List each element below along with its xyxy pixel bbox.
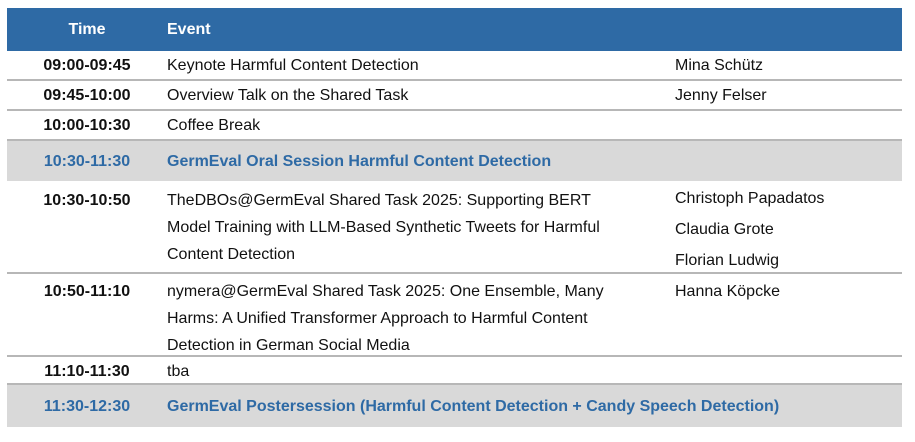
header-event: Event (167, 20, 211, 38)
speaker: Hanna Köpcke (675, 283, 780, 300)
row-event: tba (167, 363, 190, 380)
row-event: nymera@GermEval Shared Task 2025: One En… (167, 274, 675, 355)
row-event: TheDBOs@GermEval Shared Task 2025: Suppo… (167, 183, 675, 272)
table-row: 10:00-10:30 Coffee Break (7, 111, 902, 141)
row-speakers (675, 357, 902, 383)
session-row: 10:30-11:30 GermEval Oral Session Harmfu… (7, 141, 902, 183)
event-line: TheDBOs@GermEval Shared Task 2025: Suppo… (167, 192, 591, 209)
schedule-table: Time Event 09:00-09:45 Keynote Harmful C… (7, 8, 902, 427)
speaker: Christoph Papadatos (675, 190, 825, 207)
header-time: Time (68, 20, 106, 38)
table-row: 11:10-11:30 tba (7, 357, 902, 385)
row-speakers (675, 111, 902, 139)
speaker: Mina Schütz (675, 57, 764, 74)
speaker: Jenny Felser (675, 87, 767, 104)
row-time: 10:00-10:30 (43, 117, 131, 134)
row-event: Coffee Break (167, 117, 261, 134)
event-line: Detection in German Social Media (167, 337, 410, 354)
session-row: 11:30-12:30 GermEval Postersession (Harm… (7, 385, 902, 427)
row-time: 10:30-11:30 (43, 153, 131, 170)
row-event: GermEval Oral Session Harmful Content De… (167, 153, 552, 170)
speaker: Claudia Grote (675, 221, 774, 238)
row-time: 10:30-10:50 (43, 192, 131, 209)
row-speakers: Jenny Felser (675, 81, 902, 109)
row-event: GermEval Postersession (Harmful Content … (167, 398, 780, 415)
table-row: 09:00-09:45 Keynote Harmful Content Dete… (7, 51, 902, 81)
event-line: Content Detection (167, 246, 296, 263)
event-line: Harms: A Unified Transformer Approach to… (167, 310, 588, 327)
table-row: 09:45-10:00 Overview Talk on the Shared … (7, 81, 902, 111)
row-time: 09:00-09:45 (43, 57, 131, 74)
event-line: nymera@GermEval Shared Task 2025: One En… (167, 283, 604, 300)
row-time: 11:10-11:30 (44, 363, 130, 380)
row-speakers: Hanna Köpcke (675, 274, 902, 355)
table-row: 10:50-11:10 nymera@GermEval Shared Task … (7, 274, 902, 357)
table-row: 10:30-10:50 TheDBOs@GermEval Shared Task… (7, 183, 902, 274)
row-time: 10:50-11:10 (43, 283, 131, 300)
row-event: Overview Talk on the Shared Task (167, 87, 409, 104)
row-speakers: Christoph Papadatos Claudia Grote Floria… (675, 183, 902, 272)
row-speakers: Mina Schütz (675, 51, 902, 79)
speaker: Florian Ludwig (675, 252, 780, 269)
row-time: 11:30-12:30 (43, 398, 131, 415)
event-line: Model Training with LLM-Based Synthetic … (167, 219, 600, 236)
row-time: 09:45-10:00 (43, 87, 131, 104)
table-header: Time Event (7, 8, 902, 51)
row-event: Keynote Harmful Content Detection (167, 57, 419, 74)
